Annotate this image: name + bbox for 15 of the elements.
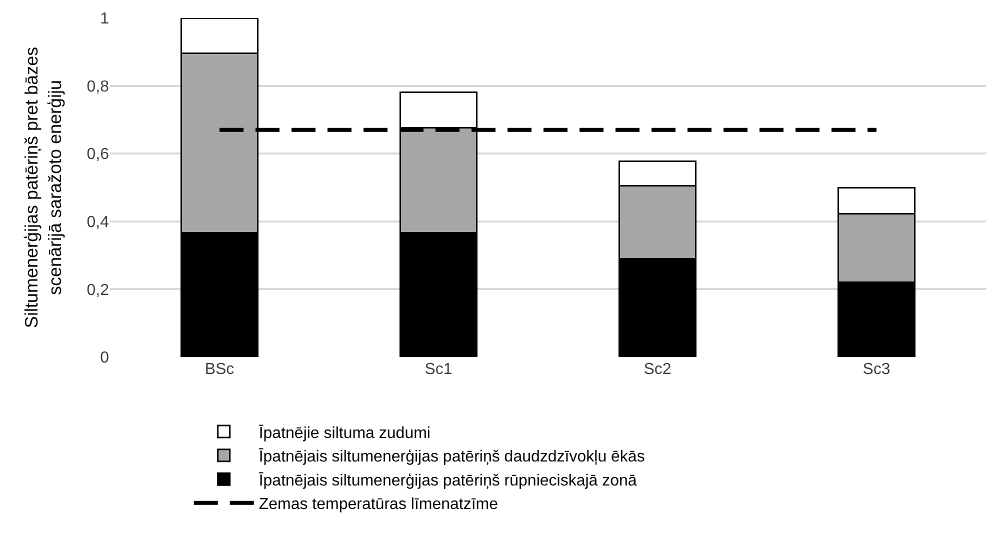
x-tick-label: Sc3: [862, 361, 890, 378]
y-axis-title: Siltumenerģijas patēriņš pret bāzes scenārijā saražoto enerģiju: [22, 46, 65, 328]
x-tick-label: BSc: [204, 361, 234, 378]
y-tick-label: 0,8: [86, 78, 110, 96]
x-tick-label: Sc1: [424, 361, 452, 378]
legend-label: Īpatnējais siltumenerģijas patēriņš daudzdzīvokļu ēkās: [258, 448, 645, 466]
y-tick-label: 0,4: [86, 214, 110, 231]
y-tick-label: 0,2: [86, 282, 110, 299]
x-tick-label: Sc2: [644, 361, 672, 378]
y-tick-label: 0: [100, 350, 110, 367]
y-tick-label: 1: [100, 10, 110, 28]
y-tick-label: 0,6: [86, 146, 110, 164]
legend-label: Zemas temperatūras līmenatzīme: [258, 496, 498, 514]
legend-label: Īpatnējie siltuma zudumi: [258, 424, 430, 442]
legend-label: Īpatnējais siltumenerģijas patēriņš rūpnieciskajā zonā: [258, 471, 637, 490]
